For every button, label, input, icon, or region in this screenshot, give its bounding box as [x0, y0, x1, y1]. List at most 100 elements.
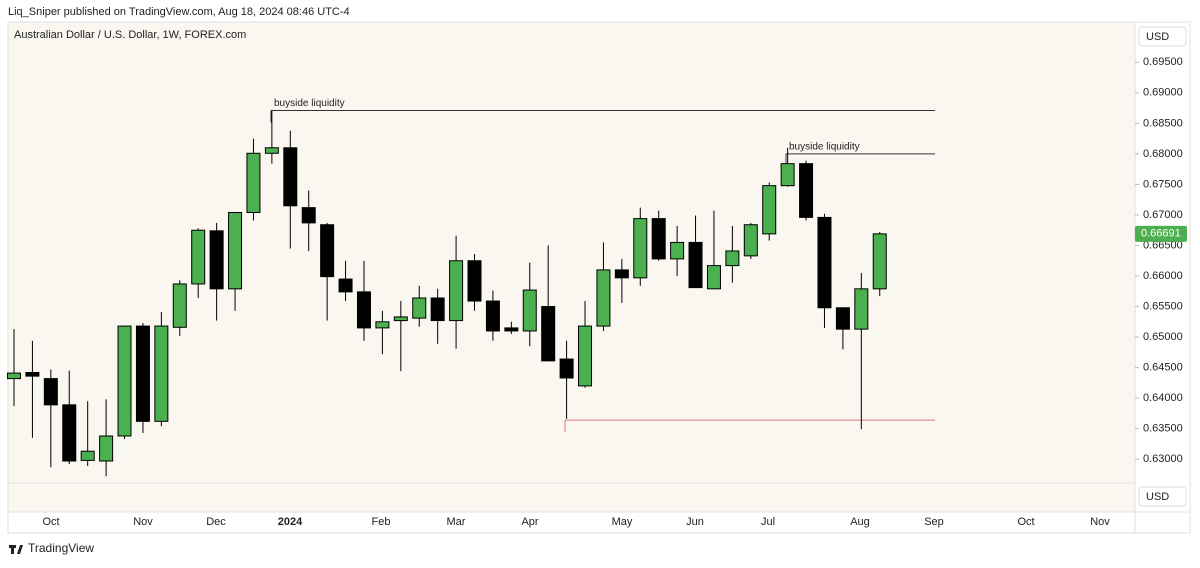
- candle-body: [191, 229, 206, 285]
- x-tick-label: Aug: [850, 516, 870, 528]
- candle: [154, 312, 169, 427]
- candle-body: [338, 278, 353, 293]
- x-tick-label: Dec: [206, 516, 226, 528]
- candle-body: [412, 297, 427, 319]
- candle: [62, 370, 77, 465]
- candle: [393, 301, 408, 372]
- candle: [283, 130, 298, 249]
- candle-body: [522, 289, 537, 332]
- candle-body: [375, 321, 390, 329]
- candle-body: [393, 316, 408, 322]
- candle: [596, 242, 611, 331]
- candle: [449, 235, 464, 349]
- candle: [485, 290, 500, 341]
- level-label: buyside liquidity: [274, 98, 345, 109]
- candle: [559, 340, 574, 419]
- candle: [835, 307, 850, 350]
- candle: [320, 222, 335, 321]
- y-tick-label: 0.67000: [1143, 209, 1183, 221]
- candle-body: [670, 241, 685, 260]
- chart-frame: [7, 21, 1191, 534]
- candle: [43, 369, 58, 468]
- currency-button[interactable]: [1138, 486, 1187, 507]
- candle: [80, 401, 95, 466]
- candle: [246, 138, 261, 221]
- y-tick-label: 0.64500: [1143, 362, 1183, 374]
- candle: [725, 225, 740, 283]
- candle: [228, 212, 243, 311]
- candle: [541, 245, 556, 362]
- candle-body: [578, 325, 593, 387]
- candle-body: [743, 224, 758, 257]
- candle: [872, 232, 887, 297]
- candle-body: [99, 435, 114, 462]
- x-tick-label: Oct: [42, 516, 59, 528]
- y-tick-label: 0.63000: [1143, 453, 1183, 465]
- currency-label: USD: [1146, 491, 1169, 503]
- candle: [117, 325, 132, 440]
- x-tick-label: Sep: [924, 516, 944, 528]
- candle-body: [799, 163, 814, 218]
- candle-body: [817, 216, 832, 309]
- candle-body: [301, 207, 316, 224]
- candle: [467, 254, 482, 311]
- y-tick-label: 0.69500: [1143, 56, 1183, 68]
- candle: [25, 340, 40, 438]
- candle-body: [485, 300, 500, 332]
- candle-body: [228, 212, 243, 290]
- candle: [135, 323, 150, 433]
- candle: [172, 280, 187, 336]
- candle-body: [541, 306, 556, 362]
- y-tick-label: 0.68500: [1143, 117, 1183, 129]
- currency-button[interactable]: [1138, 26, 1187, 47]
- candle-body: [80, 450, 95, 461]
- candle: [614, 258, 629, 303]
- candle: [688, 215, 703, 289]
- candle-body: [283, 147, 298, 207]
- candle-body: [449, 260, 464, 322]
- x-tick-label: Feb: [372, 516, 391, 528]
- last-price-label: 0.66691: [1141, 228, 1181, 240]
- candle: [780, 147, 795, 187]
- candle: [522, 262, 537, 347]
- x-tick-label: Nov: [1090, 516, 1110, 528]
- y-tick-label: 0.66000: [1143, 270, 1183, 282]
- x-tick-label: 2024: [278, 516, 303, 528]
- candle-body: [356, 291, 371, 329]
- y-tick-label: 0.69000: [1143, 87, 1183, 99]
- y-tick-label: 0.68000: [1143, 148, 1183, 160]
- x-tick-label: Nov: [133, 516, 153, 528]
- brand-logo: [9, 545, 23, 554]
- candle-body: [7, 372, 21, 380]
- candle: [412, 285, 427, 327]
- candle-body: [596, 269, 611, 327]
- candle-body: [835, 307, 850, 330]
- candle-body: [467, 260, 482, 302]
- candle-body: [504, 327, 519, 332]
- candle-body: [154, 325, 169, 422]
- y-tick-label: 0.66500: [1143, 239, 1183, 251]
- candle: [578, 301, 593, 388]
- candle-body: [651, 218, 666, 260]
- candle-body: [320, 224, 335, 278]
- publisher-line: Liq_Sniper published on TradingView.com,…: [8, 6, 350, 18]
- candle-body: [725, 250, 740, 267]
- candle: [854, 272, 869, 430]
- y-tick-label: 0.64000: [1143, 392, 1183, 404]
- candle-body: [209, 230, 224, 290]
- candle: [651, 210, 666, 261]
- candle-body: [43, 378, 58, 406]
- plot-background: [8, 22, 1135, 512]
- candle-body: [614, 269, 629, 279]
- candle: [670, 225, 685, 277]
- candle-body: [559, 358, 574, 379]
- candle-body: [762, 185, 777, 235]
- candle: [743, 222, 758, 259]
- x-tick-label: Jul: [761, 516, 775, 528]
- candle-body: [780, 163, 795, 187]
- candle: [375, 310, 390, 355]
- candle-body: [872, 233, 887, 290]
- candle: [762, 182, 777, 241]
- x-tick-label: Jun: [686, 516, 704, 528]
